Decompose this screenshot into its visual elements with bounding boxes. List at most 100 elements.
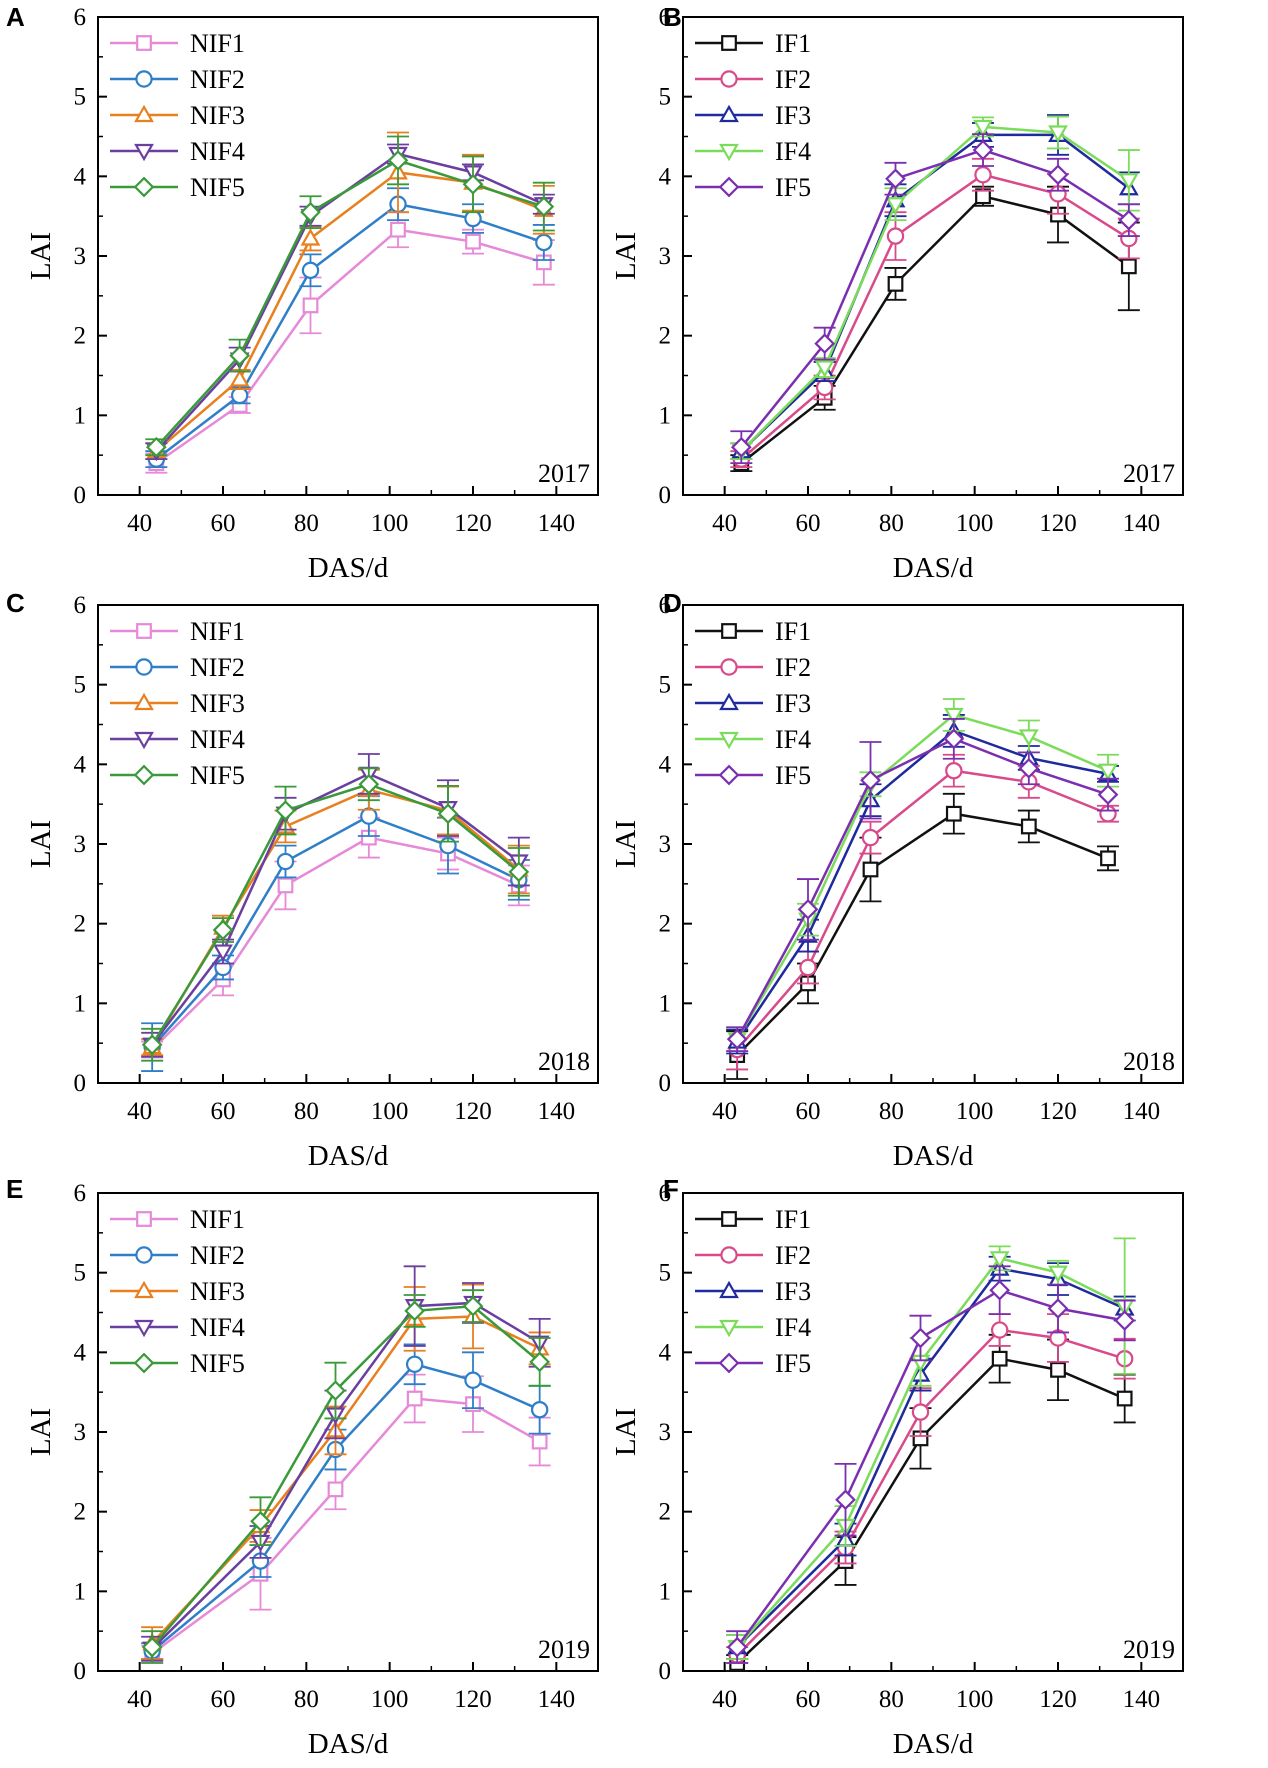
- x-tick-label: 40: [712, 510, 737, 537]
- y-tick-label: 4: [74, 751, 87, 778]
- legend-marker: [718, 764, 740, 786]
- legend-marker: [136, 623, 152, 639]
- y-tick-label: 6: [74, 592, 87, 619]
- data-point: [535, 233, 553, 252]
- data-point: [862, 861, 879, 878]
- y-tick-label: 5: [659, 1260, 672, 1287]
- series-line: [155, 202, 545, 461]
- legend-label: IF3: [775, 101, 811, 130]
- x-tick-label: 80: [879, 1098, 904, 1125]
- data-point: [835, 1489, 856, 1511]
- y-axis-title: LAI: [25, 1408, 57, 1456]
- y-axis-title: LAI: [610, 1408, 642, 1456]
- series-line: [736, 1328, 1126, 1656]
- data-point: [1120, 258, 1137, 275]
- data-point: [387, 150, 409, 171]
- y-tick-label: 0: [659, 482, 672, 509]
- x-tick-label: 80: [879, 510, 904, 537]
- series-line: [155, 171, 545, 453]
- data-point: [508, 861, 530, 883]
- y-tick-label: 4: [74, 1339, 87, 1366]
- x-tick-label: 60: [796, 1098, 821, 1125]
- legend-marker: [134, 692, 154, 711]
- series-line: [151, 782, 520, 1046]
- x-tick-label: 120: [454, 510, 492, 537]
- panel-letter: E: [6, 1174, 23, 1204]
- legend-label: NIF5: [190, 761, 245, 790]
- y-tick-label: 5: [74, 672, 87, 699]
- x-tick-label: 60: [211, 510, 236, 537]
- y-axis-title: LAI: [610, 820, 642, 868]
- data-point: [886, 227, 905, 245]
- x-axis-title: DAS/d: [893, 1140, 974, 1172]
- legend-marker: [720, 1246, 738, 1264]
- data-point: [726, 1636, 748, 1658]
- y-tick-label: 3: [659, 243, 672, 270]
- series-line: [736, 769, 1109, 1051]
- y-tick-label: 0: [74, 482, 87, 509]
- data-point: [860, 769, 881, 791]
- x-tick-label: 120: [1039, 1686, 1077, 1713]
- data-point: [533, 196, 555, 217]
- y-tick-label: 3: [659, 831, 672, 858]
- x-tick-label: 100: [371, 1686, 409, 1713]
- data-point: [1116, 1390, 1133, 1407]
- year-label: 2017: [538, 459, 590, 488]
- legend-marker: [133, 1352, 155, 1374]
- data-point: [943, 728, 965, 750]
- data-point: [799, 958, 817, 977]
- data-point: [1098, 763, 1118, 781]
- legend-marker: [134, 1319, 154, 1338]
- data-point: [327, 1481, 344, 1498]
- y-tick-label: 6: [74, 4, 87, 31]
- series-line: [155, 159, 545, 449]
- data-point: [462, 1295, 484, 1317]
- x-tick-label: 80: [294, 1098, 319, 1125]
- data-point: [1047, 1298, 1069, 1319]
- series-line: [740, 148, 1130, 448]
- legend-label: NIF1: [190, 29, 245, 58]
- data-point: [1118, 209, 1140, 231]
- data-point: [277, 877, 294, 894]
- legend-label: IF5: [775, 1349, 811, 1378]
- legend-label: NIF3: [190, 101, 245, 130]
- legend-label: NIF5: [190, 173, 245, 202]
- data-point: [390, 221, 406, 238]
- legend-label: NIF3: [190, 1277, 245, 1306]
- legend-marker: [135, 1246, 153, 1264]
- x-tick-label: 120: [1039, 1098, 1077, 1125]
- legend-label: NIF2: [190, 1241, 245, 1270]
- data-point: [910, 1327, 931, 1349]
- legend: IF1 IF2 IF3 IF4 IF5: [695, 29, 811, 202]
- series-line: [736, 729, 1109, 1043]
- legend-label: IF5: [775, 761, 811, 790]
- series-line: [151, 1304, 541, 1648]
- data-point: [302, 297, 319, 314]
- series-line: [736, 737, 1109, 1040]
- data-point: [887, 275, 904, 292]
- x-tick-label: 140: [1123, 1686, 1161, 1713]
- legend-marker: [719, 143, 739, 162]
- x-tick-label: 140: [538, 1098, 576, 1125]
- data-point: [726, 1028, 748, 1050]
- x-tick-label: 40: [127, 1098, 152, 1125]
- legend-marker: [136, 1211, 152, 1227]
- y-tick-label: 0: [659, 1070, 672, 1097]
- data-point: [814, 333, 836, 354]
- x-tick-label: 140: [538, 510, 576, 537]
- x-tick-label: 100: [371, 1098, 409, 1125]
- legend-label: IF2: [775, 1241, 811, 1270]
- y-tick-label: 4: [659, 751, 672, 778]
- series-line: [736, 1267, 1126, 1648]
- data-point: [141, 1636, 163, 1658]
- series-line: [740, 194, 1130, 465]
- legend-label: NIF4: [190, 137, 245, 166]
- legend-label: IF2: [775, 653, 811, 682]
- data-point: [230, 386, 249, 405]
- panel-letter: F: [663, 1174, 679, 1204]
- x-tick-label: 100: [956, 1686, 994, 1713]
